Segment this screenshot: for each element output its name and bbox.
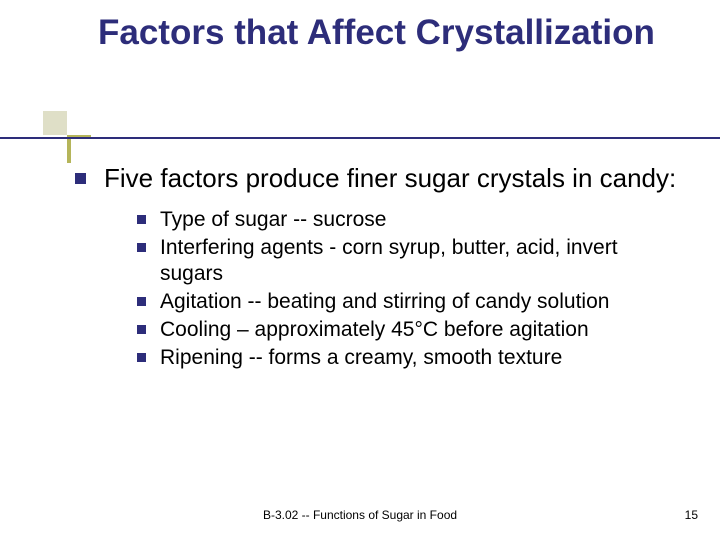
title-underline bbox=[0, 137, 720, 139]
lvl2-text: Ripening -- forms a creamy, smooth textu… bbox=[160, 345, 562, 371]
sub-list: Type of sugar -- sucrose Interfering age… bbox=[137, 207, 685, 371]
slide: Factors that Affect Crystallization Five… bbox=[0, 0, 720, 540]
lvl2-text: Agitation -- beating and stirring of can… bbox=[160, 289, 609, 315]
square-bullet-icon bbox=[137, 325, 146, 334]
lvl1-text: Five factors produce finer sugar crystal… bbox=[104, 163, 676, 195]
body-content: Five factors produce finer sugar crystal… bbox=[75, 163, 685, 373]
square-bullet-icon bbox=[137, 353, 146, 362]
list-item: Type of sugar -- sucrose bbox=[137, 207, 685, 233]
list-item: Cooling – approximately 45°C before agit… bbox=[137, 317, 685, 343]
page-number: 15 bbox=[685, 508, 698, 522]
square-bullet-icon bbox=[75, 173, 86, 184]
square-bullet-icon bbox=[137, 215, 146, 224]
list-item: Ripening -- forms a creamy, smooth textu… bbox=[137, 345, 685, 371]
corner-square-icon bbox=[43, 111, 67, 135]
footer-text: B-3.02 -- Functions of Sugar in Food bbox=[0, 508, 720, 522]
square-bullet-icon bbox=[137, 243, 146, 252]
lvl2-text: Cooling – approximately 45°C before agit… bbox=[160, 317, 589, 343]
square-bullet-icon bbox=[137, 297, 146, 306]
slide-title: Factors that Affect Crystallization bbox=[98, 12, 688, 53]
list-item: Five factors produce finer sugar crystal… bbox=[75, 163, 685, 195]
title-block: Factors that Affect Crystallization bbox=[98, 12, 688, 53]
list-item: Agitation -- beating and stirring of can… bbox=[137, 289, 685, 315]
lvl2-text: Type of sugar -- sucrose bbox=[160, 207, 386, 233]
lvl2-text: Interfering agents - corn syrup, butter,… bbox=[160, 235, 685, 287]
corner-bar-v-icon bbox=[67, 135, 71, 163]
list-item: Interfering agents - corn syrup, butter,… bbox=[137, 235, 685, 287]
